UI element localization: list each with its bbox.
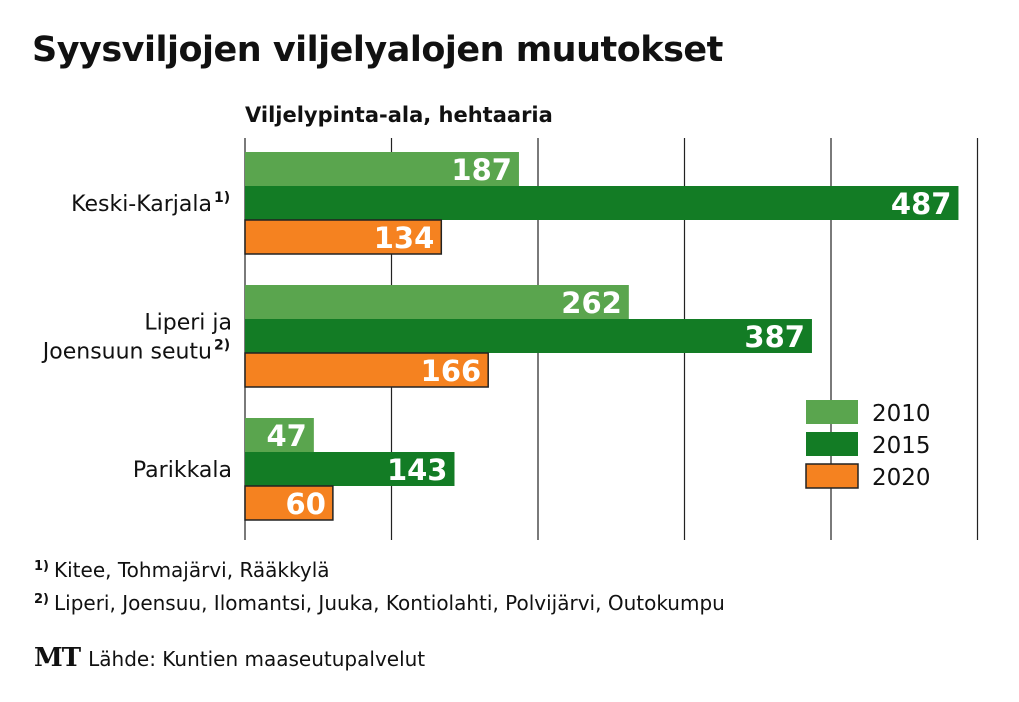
bar-label-2010-0: 187	[451, 153, 512, 187]
bar-label-2015-1: 387	[744, 320, 805, 354]
bar-2010-0	[245, 152, 519, 186]
bar-2015-1	[245, 319, 812, 353]
footnote-1-text: Kitee, Tohmajärvi, Rääkkylä	[54, 558, 330, 582]
footnote-1: 1) Kitee, Tohmajärvi, Rääkkylä	[34, 558, 330, 582]
category-note: 1)	[214, 190, 230, 206]
category-note: 2)	[214, 338, 230, 354]
source-line: MT Lähde: Kuntien maaseutupalvelut	[34, 643, 425, 673]
bar-2020-1	[244, 352, 489, 388]
bar-2010-2	[245, 418, 314, 452]
chart-title: Syysviljojen viljelyalojen muutokset	[32, 30, 723, 70]
bar-2020-0	[244, 219, 443, 255]
source-text: Lähde: Kuntien maaseutupalvelut	[88, 647, 426, 671]
footnote-2: 2) Liperi, Joensuu, Ilomantsi, Juuka, Kon…	[34, 591, 725, 615]
bar-label-2020-2: 60	[286, 487, 326, 521]
category-label: Liperi ja	[144, 311, 232, 336]
footnote-2-text: Liperi, Joensuu, Ilomantsi, Juuka, Konti…	[54, 591, 725, 615]
bar-2015-2	[245, 452, 455, 486]
bar-2020-2	[244, 485, 334, 521]
bar-label-2020-1: 166	[421, 354, 482, 388]
category-label: Keski-Karjala	[71, 192, 212, 217]
footnote-2-mark: 2)	[34, 592, 49, 607]
legend-swatch-2010	[806, 400, 858, 424]
category-label: Joensuun seutu	[41, 340, 212, 365]
bar-chart: Viljelypinta-ala, hehtaaria 187 487 134 Kesk…	[41, 103, 979, 540]
mt-logo: MT	[34, 643, 81, 673]
legend-swatch-2020	[805, 463, 859, 489]
category-label: Parikkala	[133, 458, 232, 483]
bar-label-2010-2: 47	[266, 419, 306, 453]
bar-label-2015-2: 143	[387, 453, 448, 487]
legend-swatch-2015	[806, 432, 858, 456]
bar-label-2010-1: 262	[561, 286, 622, 320]
legend-label-2015: 2015	[872, 433, 931, 459]
bar-2015-0	[245, 186, 959, 220]
legend-label-2020: 2020	[872, 465, 931, 491]
bar-label-2015-0: 487	[891, 187, 952, 221]
bar-label-2020-0: 134	[374, 221, 435, 255]
chart-subtitle: Viljelypinta-ala, hehtaaria	[245, 103, 553, 127]
legend-label-2010: 2010	[872, 401, 931, 427]
bar-2010-1	[245, 285, 629, 319]
footnote-1-mark: 1)	[34, 559, 49, 574]
